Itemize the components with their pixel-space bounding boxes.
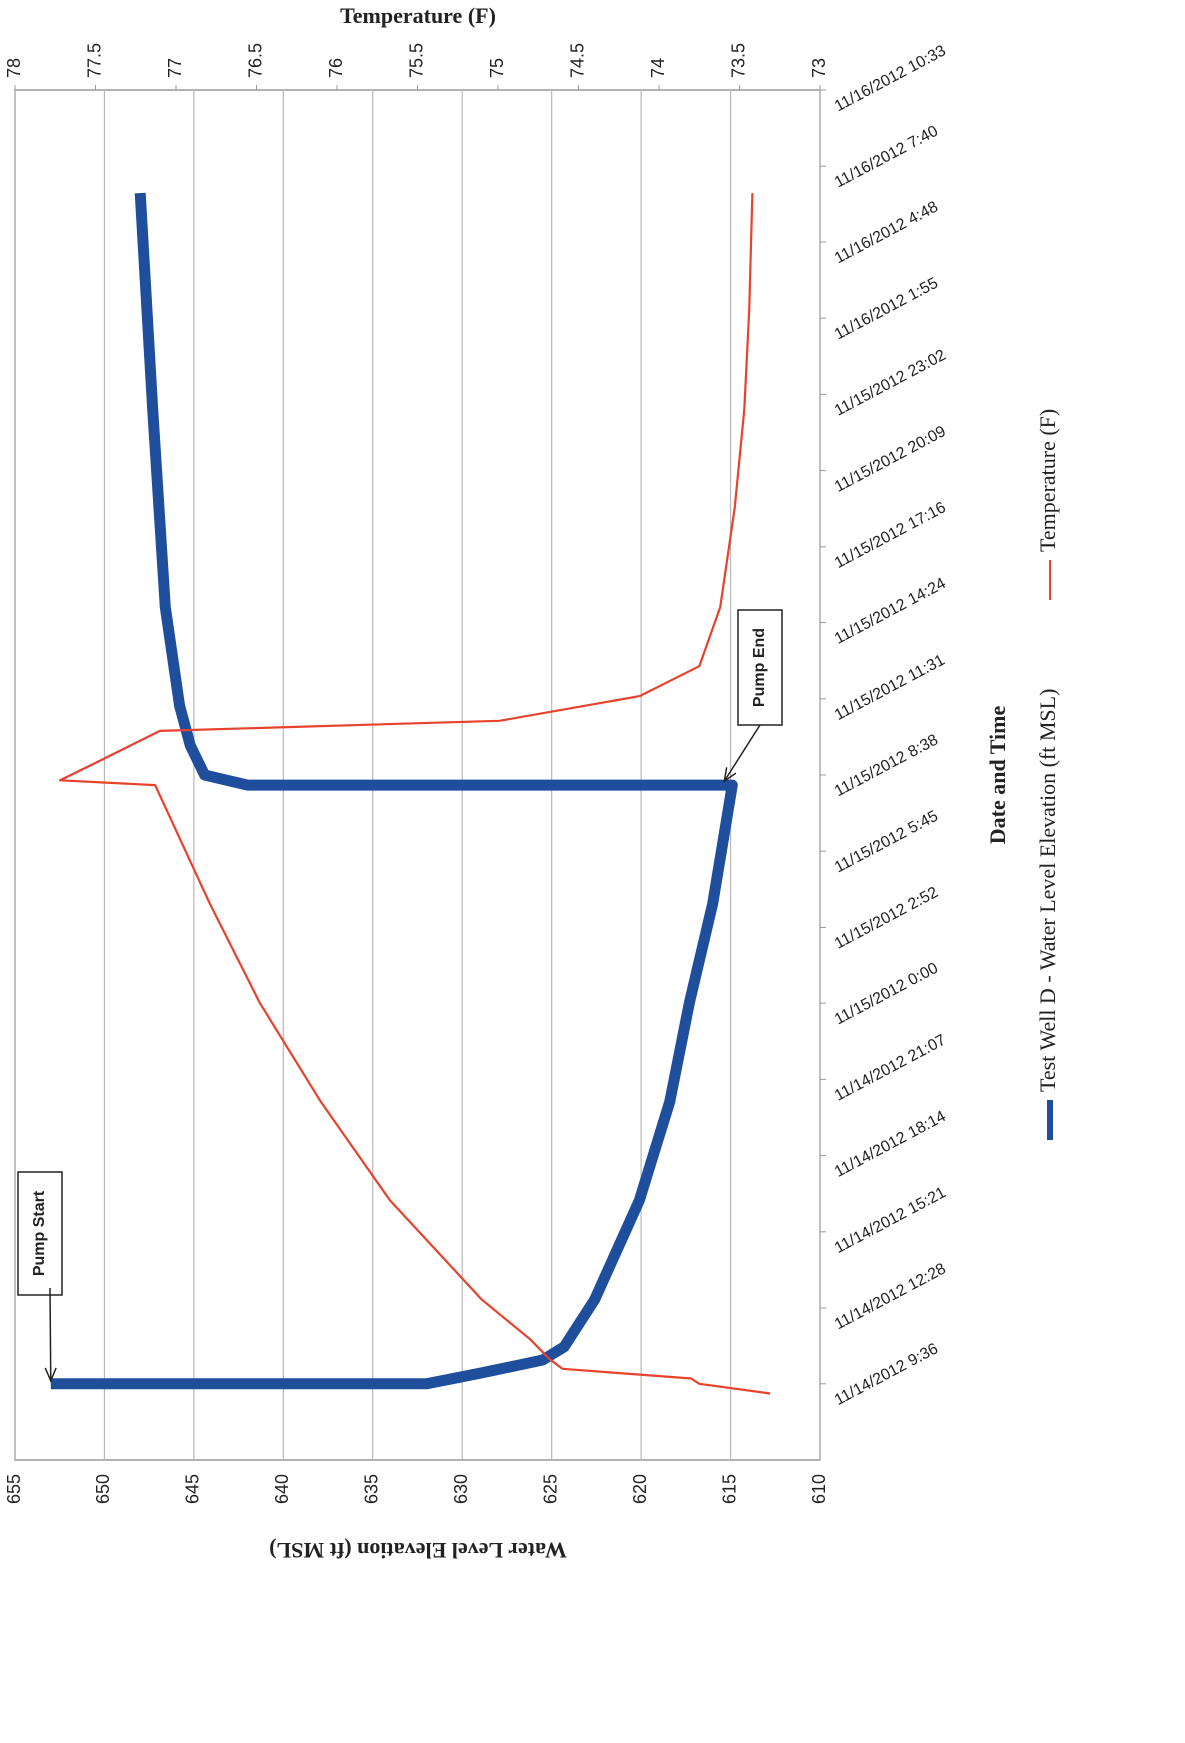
legend-label: Temperature (F) (1035, 409, 1060, 552)
y-tick-label: 625 (540, 1474, 560, 1504)
x-tick-label: 11/14/2012 9:36 (832, 1340, 941, 1409)
y2-tick-label: 73.5 (728, 43, 748, 78)
y-tick-label: 620 (630, 1474, 650, 1504)
annotation-text: Pump Start (31, 1190, 48, 1276)
series-line (59, 193, 771, 1395)
y-tick-label: 635 (362, 1474, 382, 1504)
x-tick-label: 11/14/2012 18:14 (832, 1108, 949, 1181)
y-tick-label: 645 (183, 1474, 203, 1504)
y-tick-label: 615 (719, 1474, 739, 1504)
annotation-text: Pump End (751, 628, 768, 707)
x-axis-title: Date and Time (985, 705, 1010, 844)
x-tick-label: 11/14/2012 15:21 (832, 1184, 949, 1257)
y-tick-label: 630 (451, 1474, 471, 1504)
x-tick-label: 11/16/2012 4:48 (832, 198, 941, 267)
annotation-arrow (49, 1287, 52, 1381)
x-tick-label: 11/14/2012 21:07 (832, 1032, 949, 1105)
x-tick-label: 11/15/2012 23:02 (832, 347, 949, 420)
y2-tick-label: 73 (809, 58, 829, 78)
y-tick-label: 610 (809, 1474, 829, 1504)
x-tick-label: 11/15/2012 2:52 (832, 884, 941, 953)
x-tick-label: 11/15/2012 14:24 (832, 575, 949, 648)
legend-label: Test Well D - Water Level Elevation (ft … (1035, 689, 1060, 1092)
x-tick-label: 11/16/2012 1:55 (832, 275, 941, 344)
y-tick-label: 650 (93, 1474, 113, 1504)
x-tick-label: 11/15/2012 11:31 (832, 652, 948, 724)
annotation-arrowhead (44, 1367, 57, 1383)
plot-frame (14, 89, 821, 1461)
series-line (50, 192, 738, 1390)
y2-tick-label: 74.5 (567, 43, 587, 78)
y2-tick-label: 75.5 (406, 43, 426, 78)
x-tick-label: 11/15/2012 8:38 (832, 731, 941, 800)
rotated-chart: Water Level Elevation (ft MSL) Temperatu… (4, 3, 1060, 1563)
y-axis-title: Water Level Elevation (ft MSL) (269, 1538, 567, 1563)
y2-axis-title: Temperature (F) (340, 3, 496, 28)
y2-tick-label: 77 (165, 58, 185, 78)
y-tick-label: 655 (4, 1474, 24, 1504)
annotation-arrowhead (723, 767, 737, 783)
y2-tick-label: 75 (487, 58, 507, 78)
y2-tick-label: 77.5 (84, 43, 104, 78)
annotation-arrow (723, 724, 761, 782)
y2-tick-label: 76.5 (245, 43, 265, 78)
y2-tick-label: 78 (4, 58, 24, 78)
x-tick-label: 11/14/2012 12:28 (832, 1260, 949, 1333)
annotation-box (17, 1171, 63, 1296)
y2-tick-label: 74 (648, 58, 668, 78)
y-tick-label: 640 (272, 1474, 292, 1504)
x-tick-label: 11/15/2012 5:45 (832, 808, 941, 877)
x-tick-label: 11/15/2012 17:16 (832, 499, 949, 572)
x-tick-label: 11/16/2012 10:33 (832, 42, 949, 115)
x-tick-label: 11/15/2012 0:00 (832, 960, 941, 1029)
y2-tick-label: 76 (326, 58, 346, 78)
x-tick-label: 11/16/2012 7:40 (832, 123, 941, 192)
x-tick-label: 11/15/2012 20:09 (832, 423, 949, 496)
